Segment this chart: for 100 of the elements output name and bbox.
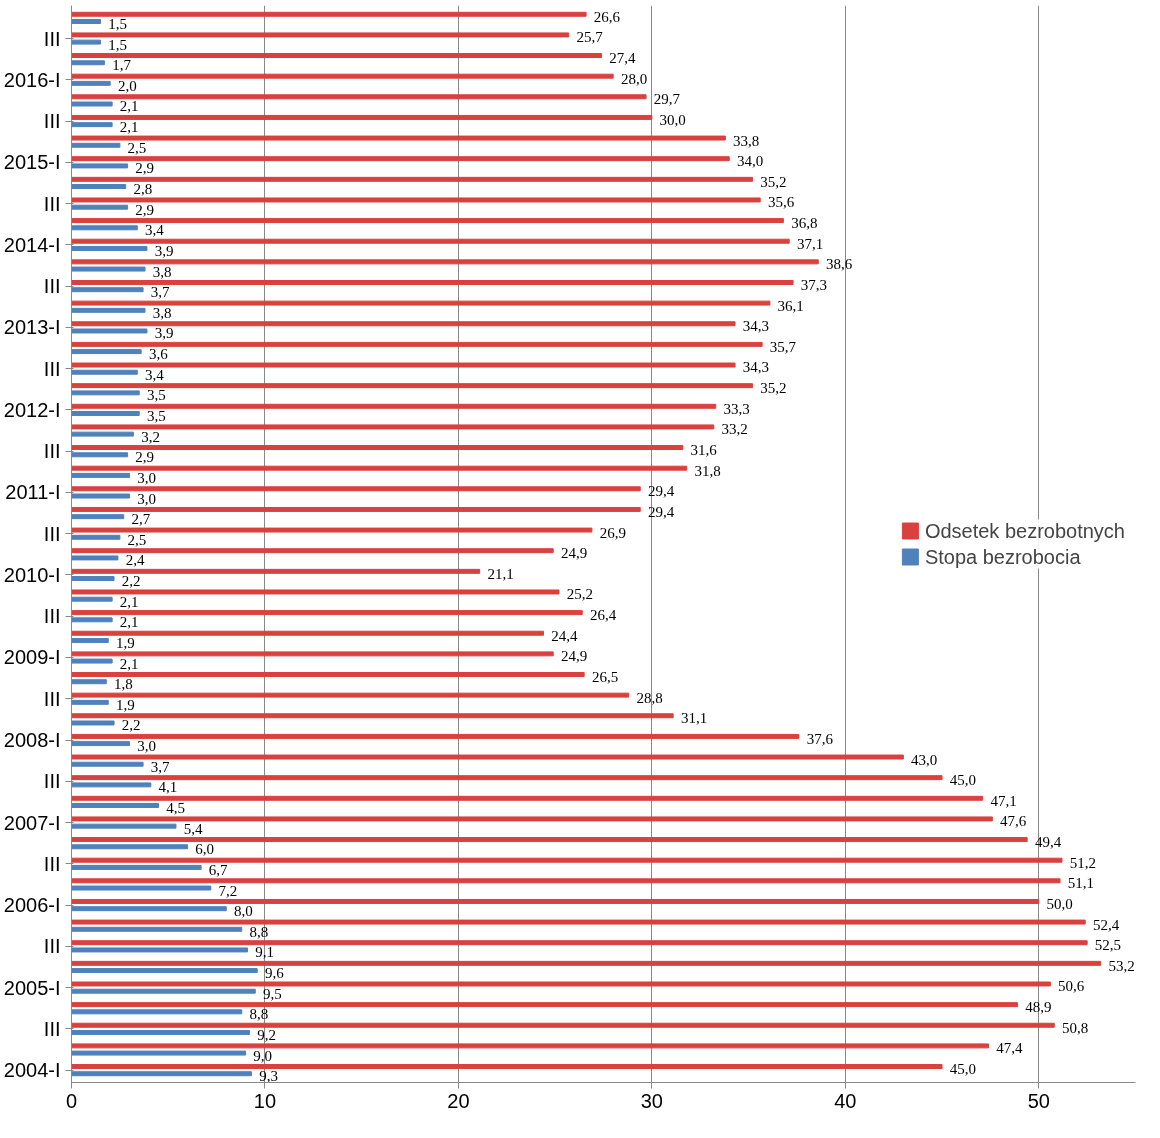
bar xyxy=(71,651,554,657)
data-label: 37,3 xyxy=(800,276,828,293)
data-label: 4,1 xyxy=(158,779,178,796)
data-label: 5,4 xyxy=(183,820,203,837)
y-tick-label: III xyxy=(43,770,61,793)
data-label: 2,1 xyxy=(119,655,139,672)
data-label: 21,1 xyxy=(487,565,514,582)
bar xyxy=(71,988,256,994)
bar xyxy=(71,981,1051,987)
data-label: 9,6 xyxy=(264,965,285,982)
bar xyxy=(71,383,753,389)
data-label: 50,6 xyxy=(1058,978,1085,995)
bar xyxy=(71,885,212,891)
bar xyxy=(71,576,115,582)
bar xyxy=(71,692,630,698)
y-tick-label: 2016-I xyxy=(3,68,61,91)
x-tick-label: 40 xyxy=(834,1089,857,1112)
bar xyxy=(71,947,249,953)
data-label: 3,0 xyxy=(137,490,157,507)
bar xyxy=(71,816,993,822)
bar xyxy=(71,630,545,636)
x-tick-label: 30 xyxy=(640,1089,663,1112)
data-label: 2,4 xyxy=(125,552,145,569)
bar xyxy=(71,122,113,128)
bar xyxy=(71,431,134,437)
data-label: 2,5 xyxy=(127,139,147,156)
data-label: 35,6 xyxy=(767,194,795,211)
data-label: 1,5 xyxy=(108,36,128,53)
bar xyxy=(71,19,102,24)
bar xyxy=(71,968,258,974)
bar xyxy=(71,733,800,739)
data-label: 2,0 xyxy=(117,77,137,94)
data-label: 7,2 xyxy=(218,882,238,899)
bar xyxy=(71,857,1063,863)
bar xyxy=(71,754,904,760)
data-label: 47,4 xyxy=(996,1040,1023,1057)
y-tick-label: III xyxy=(43,110,61,133)
data-label: 49,4 xyxy=(1034,834,1062,851)
bar xyxy=(71,960,1102,966)
data-label: 26,5 xyxy=(591,668,619,685)
bar xyxy=(71,548,554,554)
data-label: 52,4 xyxy=(1092,916,1120,933)
data-label: 33,8 xyxy=(733,132,760,149)
bar xyxy=(71,1022,1055,1028)
y-tick-label: 2007-I xyxy=(3,811,61,834)
data-label: 31,6 xyxy=(690,442,718,459)
data-label: 2,1 xyxy=(119,98,139,115)
data-label: 3,4 xyxy=(145,366,165,383)
data-label: 37,6 xyxy=(806,730,834,747)
bar xyxy=(71,73,614,79)
bar xyxy=(71,259,819,265)
y-tick-label: 2006-I xyxy=(3,894,61,917)
bar xyxy=(71,878,1061,884)
data-label: 48,9 xyxy=(1025,999,1052,1016)
bar xyxy=(71,795,984,801)
bar xyxy=(71,266,146,272)
y-tick-label: 2014-I xyxy=(3,233,61,256)
data-label: 27,4 xyxy=(609,50,637,67)
data-label: 31,8 xyxy=(694,462,721,479)
bar xyxy=(71,568,481,574)
bar xyxy=(71,713,674,719)
bar xyxy=(71,114,653,120)
bar xyxy=(71,176,753,182)
data-label: 38,6 xyxy=(825,256,853,273)
bar xyxy=(71,300,771,306)
bar xyxy=(71,390,140,396)
bar xyxy=(71,60,105,66)
data-label: 3,2 xyxy=(141,428,160,445)
data-label: 3,8 xyxy=(152,304,172,321)
bar xyxy=(71,844,189,850)
x-tick-label: 20 xyxy=(447,1089,470,1112)
data-label: 31,1 xyxy=(680,710,708,727)
data-label: 34,3 xyxy=(742,359,770,376)
data-label: 37,1 xyxy=(796,235,824,252)
bar xyxy=(71,1050,247,1056)
bar xyxy=(71,1002,1018,1008)
data-label: 30,0 xyxy=(659,111,686,128)
bar xyxy=(71,741,131,747)
bar xyxy=(71,11,587,17)
data-label: 2,9 xyxy=(135,449,155,466)
legend-label: Odsetek bezrobotnych xyxy=(924,519,1125,542)
bar xyxy=(71,720,115,726)
legend-label: Stopa bezrobocia xyxy=(924,545,1081,568)
data-label: 2,1 xyxy=(119,119,139,136)
bar xyxy=(71,527,593,533)
data-label: 3,6 xyxy=(148,346,169,363)
data-label: 2,9 xyxy=(135,160,155,177)
bar xyxy=(71,369,138,375)
data-label: 50,8 xyxy=(1061,1019,1089,1036)
bar xyxy=(71,328,148,334)
bar xyxy=(71,782,152,788)
bar xyxy=(71,803,160,808)
data-label: 29,7 xyxy=(653,91,681,108)
x-tick-label: 50 xyxy=(1027,1089,1050,1112)
bar xyxy=(71,610,583,616)
bar xyxy=(71,679,107,685)
data-label: 9,5 xyxy=(263,985,282,1002)
data-label: 47,6 xyxy=(1000,813,1027,830)
bar xyxy=(71,32,570,38)
data-label: 2,1 xyxy=(119,614,139,631)
